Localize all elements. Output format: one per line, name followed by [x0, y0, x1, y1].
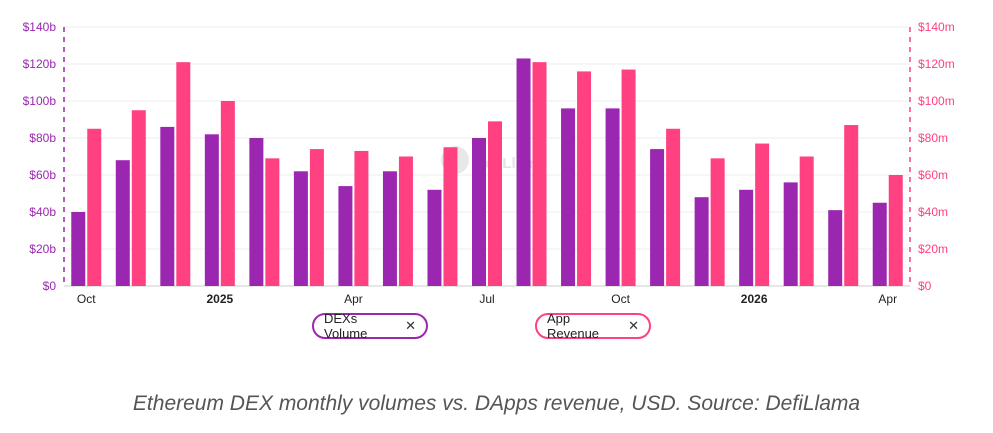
- bar-dex-volume: [160, 126, 175, 287]
- bar-app-revenue: [844, 125, 859, 286]
- right-axis-tick-label: $120m: [918, 57, 955, 71]
- bars: [71, 58, 903, 287]
- axes: [63, 27, 911, 286]
- bar-dex-volume: [382, 171, 397, 286]
- x-axis-tick-label: Apr: [344, 292, 363, 306]
- x-axis-tick-label: Oct: [77, 292, 96, 306]
- right-axis-tick-label: $60m: [918, 168, 948, 182]
- bar-dex-volume: [828, 210, 843, 286]
- bar-dex-volume: [739, 189, 754, 286]
- legend-toggle-app-revenue[interactable]: App Revenue ✕: [535, 311, 651, 341]
- bar-app-revenue: [265, 158, 280, 286]
- left-axis-tick-label: $120b: [23, 57, 57, 71]
- bar-dex-volume: [872, 202, 887, 286]
- left-axis-tick-label: $40b: [29, 205, 56, 219]
- bar-dex-volume: [115, 160, 130, 286]
- left-axis-tick-label: $20b: [29, 242, 56, 256]
- bar-app-revenue: [755, 143, 770, 286]
- bar-dex-volume: [71, 212, 86, 286]
- bar-app-revenue: [710, 158, 725, 286]
- legend: DEXs Volume ✕ App Revenue ✕: [0, 311, 993, 343]
- left-axis-tick-label: $0: [43, 279, 57, 293]
- bar-dex-volume: [338, 186, 353, 286]
- bar-app-revenue: [488, 121, 502, 286]
- left-axis-tick-label: $100b: [23, 94, 57, 108]
- right-axis-tick-label: $40m: [918, 205, 948, 219]
- bar-dex-volume: [561, 108, 576, 287]
- legend-label-dex-volume: DEXs Volume: [324, 311, 368, 341]
- bar-app-revenue: [398, 156, 413, 286]
- tick-labels: $0 $20b $40b $60b $80b $100b $120b $140b $0 $20m $…: [23, 20, 955, 306]
- x-axis-tick-label: Apr: [878, 292, 897, 306]
- bar-app-revenue: [888, 175, 903, 286]
- bar-dex-volume: [204, 134, 219, 286]
- bar-dex-volume: [650, 149, 665, 286]
- left-axis-tick-label: $80b: [29, 131, 56, 145]
- bar-app-revenue: [666, 128, 681, 286]
- bar-app-revenue: [220, 101, 235, 286]
- bar-app-revenue: [577, 71, 592, 287]
- left-axis-tick-label: $60b: [29, 168, 56, 182]
- bar-app-revenue: [176, 62, 191, 287]
- legend-toggle-dex-volume[interactable]: DEXs Volume ✕: [312, 311, 428, 341]
- bar-dex-volume: [472, 138, 486, 286]
- right-axis-tick-label: $140m: [918, 20, 955, 34]
- x-axis-tick-label: Jul: [479, 292, 494, 306]
- close-icon[interactable]: ✕: [628, 318, 639, 333]
- bar-app-revenue: [354, 150, 369, 286]
- bar-dex-volume: [293, 171, 308, 286]
- bar-app-revenue: [309, 149, 324, 286]
- bar-dex-volume: [605, 108, 620, 287]
- bar-dex-volume: [694, 197, 709, 286]
- right-axis-tick-label: $0: [918, 279, 932, 293]
- caption: Ethereum DEX monthly volumes vs. DApps r…: [132, 392, 861, 415]
- bar-app-revenue: [532, 62, 547, 287]
- legend-label-app-revenue: App Revenue: [547, 311, 600, 341]
- bar-app-revenue: [131, 110, 146, 286]
- bar-app-revenue: [443, 147, 458, 286]
- x-axis-tick-label: Oct: [611, 292, 630, 306]
- right-axis-tick-label: $80m: [918, 131, 948, 145]
- close-icon[interactable]: ✕: [405, 318, 416, 333]
- x-axis-tick-label: 2026: [741, 292, 768, 306]
- bar-dex-volume: [516, 58, 531, 287]
- bar-app-revenue: [621, 69, 636, 286]
- right-axis-tick-label: $100m: [918, 94, 955, 108]
- bar-dex-volume: [427, 189, 442, 286]
- x-axis-tick-label: 2025: [206, 292, 233, 306]
- bar-dex-volume: [249, 138, 264, 286]
- bar-app-revenue: [87, 128, 102, 286]
- bar-dex-volume: [783, 182, 798, 286]
- left-axis-tick-label: $140b: [23, 20, 57, 34]
- bar-app-revenue: [799, 156, 814, 286]
- chart: DefiLlama $0$20b$40b$60b$80b$100b$120b$1…: [23, 20, 955, 306]
- right-axis-tick-label: $20m: [918, 242, 948, 256]
